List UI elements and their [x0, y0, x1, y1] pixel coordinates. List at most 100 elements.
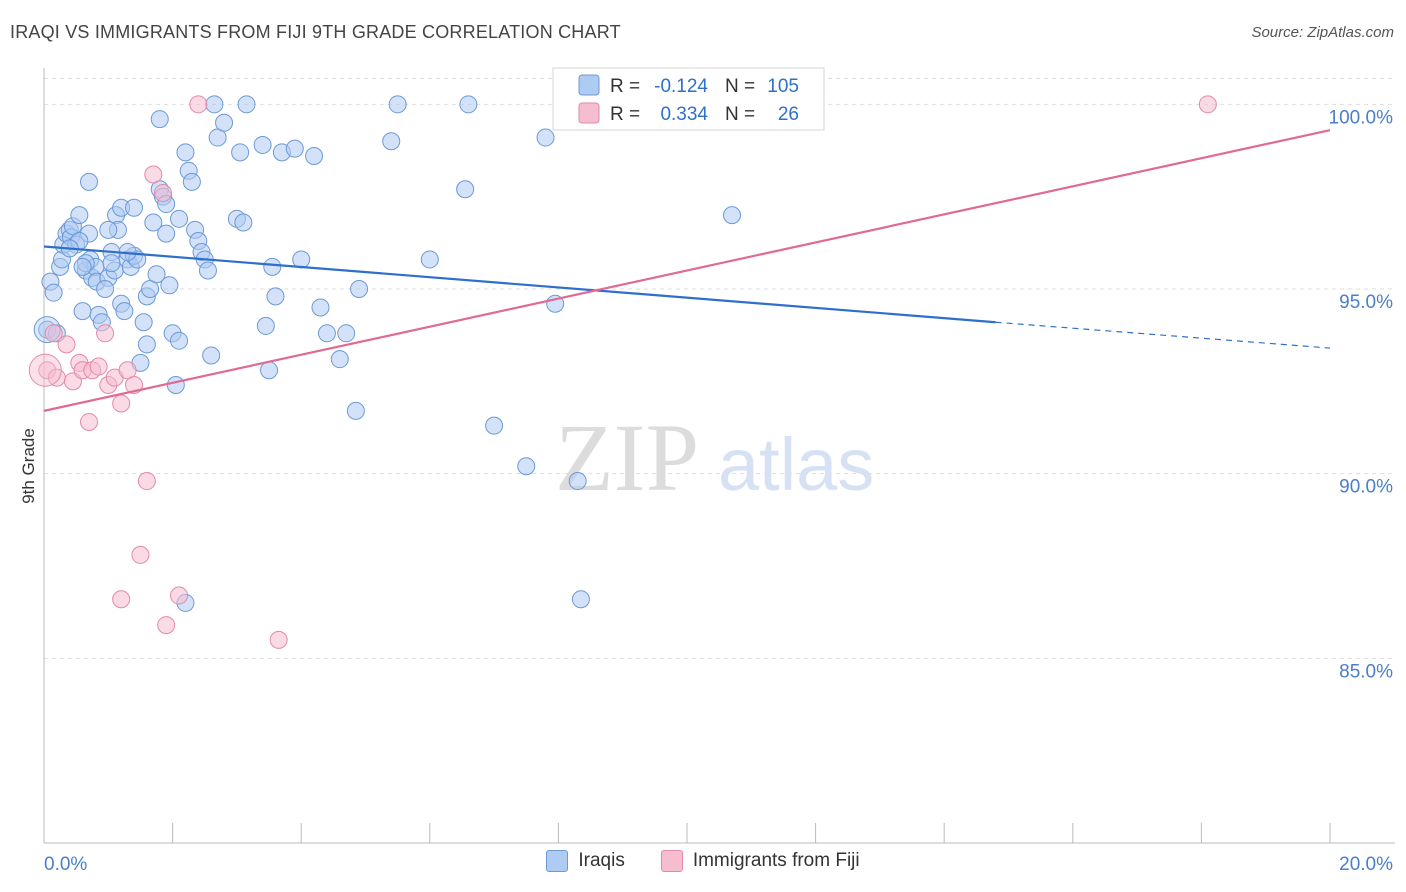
iraqis-point-85: [568, 472, 587, 491]
trend-lines: [43, 129, 1331, 412]
gridlines: [44, 77, 1395, 659]
fiji-point-19: [153, 183, 172, 202]
iraqis-point-65: [266, 287, 285, 306]
fiji-point-23: [269, 630, 288, 649]
correlation-legend: R = -0.124 N = 105 R = 0.334 N = 26: [552, 67, 825, 131]
fiji-point-17: [137, 472, 156, 491]
iraqis-point-87: [723, 206, 742, 225]
fiji-trend-line: [43, 129, 1331, 412]
iraqis-point-48: [182, 172, 201, 191]
iraqis-point-78: [420, 250, 439, 269]
iraqis-point-37: [144, 213, 163, 232]
tick-labels: 85.0% 90.0% 95.0% 100.0% 0.0% 20.0%: [44, 107, 1393, 875]
fiji-points: [28, 95, 1217, 649]
iraqis-point-42: [160, 276, 179, 295]
source-credit: Source: ZipAtlas.com: [1251, 24, 1394, 41]
iraqis-point-64: [263, 257, 282, 276]
legend-n-label-iraqis: N =: [725, 76, 755, 97]
legend-n-value-fiji: 26: [778, 104, 799, 125]
fiji-legend-label: Immigrants from Fiji: [692, 850, 860, 871]
axes: [43, 68, 1395, 844]
fiji-point-10: [96, 324, 115, 343]
iraqis-points: [33, 95, 742, 612]
iraqis-point-54: [202, 346, 221, 365]
iraqis-point-74: [346, 401, 365, 420]
iraqis-point-2: [44, 283, 63, 302]
iraqis-point-55: [205, 95, 224, 114]
fiji-point-20: [157, 616, 176, 635]
iraqis-point-13: [73, 302, 92, 321]
iraqis-point-95: [73, 257, 92, 276]
legend-r-label-iraqis: R =: [610, 76, 640, 97]
legend-r-label-fiji: R =: [610, 104, 640, 125]
legend-r-value-fiji: 0.334: [660, 104, 708, 125]
iraqis-point-101: [96, 279, 115, 298]
fiji-point-16: [131, 545, 150, 564]
iraqis-point-94: [125, 198, 144, 217]
iraqis-point-72: [330, 350, 349, 369]
iraqis-point-102: [102, 254, 121, 273]
fiji-point-21: [170, 586, 189, 605]
fiji-point-13: [112, 394, 131, 413]
fiji-point-3: [57, 335, 76, 354]
iraqis-point-80: [459, 95, 478, 114]
fiji-point-25: [112, 590, 131, 609]
legend-r-value-iraqis: -0.124: [654, 76, 708, 97]
watermark-zip: ZIP: [555, 404, 699, 511]
iraqis-point-59: [234, 213, 253, 232]
iraqis-point-70: [311, 298, 330, 317]
iraqis-point-93: [99, 220, 118, 239]
fiji-point-7: [80, 412, 99, 431]
iraqis-point-41: [157, 224, 176, 243]
x-tick-label-1: 20.0%: [1339, 854, 1393, 875]
fiji-point-1: [44, 324, 63, 343]
iraqis-point-44: [166, 376, 185, 395]
iraqis-point-76: [382, 132, 401, 151]
legend-swatch-iraqis: [578, 74, 600, 96]
iraqis-point-83: [536, 128, 555, 147]
iraqis-point-96: [170, 209, 189, 228]
iraqis-point-77: [388, 95, 407, 114]
iraqis-point-28: [115, 302, 134, 321]
legend-item-fiji[interactable]: Immigrants from Fiji: [660, 850, 860, 872]
iraqis-point-53: [198, 261, 217, 280]
iraqis-point-34: [134, 313, 153, 332]
iraqis-point-79: [456, 180, 475, 199]
iraqis-trend-extension: [995, 321, 1331, 349]
iraqis-trend-line: [43, 245, 996, 324]
iraqis-point-82: [517, 457, 536, 476]
iraqis-point-86: [571, 590, 590, 609]
chart-title: IRAQI VS IMMIGRANTS FROM FIJI 9TH GRADE …: [10, 22, 621, 42]
fiji-point-22: [189, 95, 208, 114]
iraqis-point-81: [485, 416, 504, 435]
iraqis-point-67: [285, 139, 304, 158]
y-tick-label-1: 90.0%: [1339, 477, 1393, 498]
legend-item-iraqis[interactable]: Iraqis: [546, 850, 625, 872]
iraqis-point-73: [337, 324, 356, 343]
fiji-swatch: [660, 850, 683, 872]
watermark-atlas: atlas: [718, 423, 874, 506]
watermark: ZIP atlas: [555, 404, 874, 511]
iraqis-point-62: [256, 316, 275, 335]
iraqis-point-12: [70, 206, 89, 225]
iraqis-swatch: [546, 850, 569, 872]
iraqis-point-71: [317, 324, 336, 343]
iraqis-point-88: [150, 110, 169, 129]
iraqis-point-46: [176, 143, 195, 162]
y-tick-label-3: 100.0%: [1329, 107, 1394, 128]
iraqis-point-97: [137, 335, 156, 354]
y-axis-label: 9th Grade: [19, 428, 38, 504]
iraqis-point-61: [253, 135, 272, 154]
iraqis-point-60: [237, 95, 256, 114]
iraqis-point-45: [170, 331, 189, 350]
series-legend: Iraqis Immigrants from Fiji: [0, 850, 1406, 872]
iraqis-point-99: [215, 113, 234, 132]
iraqis-point-58: [231, 143, 250, 162]
fiji-point-24: [1198, 95, 1217, 114]
legend-n-value-iraqis: 105: [767, 76, 799, 97]
iraqis-point-89: [80, 172, 99, 191]
iraqis-point-38: [147, 265, 166, 284]
y-tick-label-2: 95.0%: [1339, 292, 1393, 313]
iraqis-point-69: [305, 147, 324, 166]
